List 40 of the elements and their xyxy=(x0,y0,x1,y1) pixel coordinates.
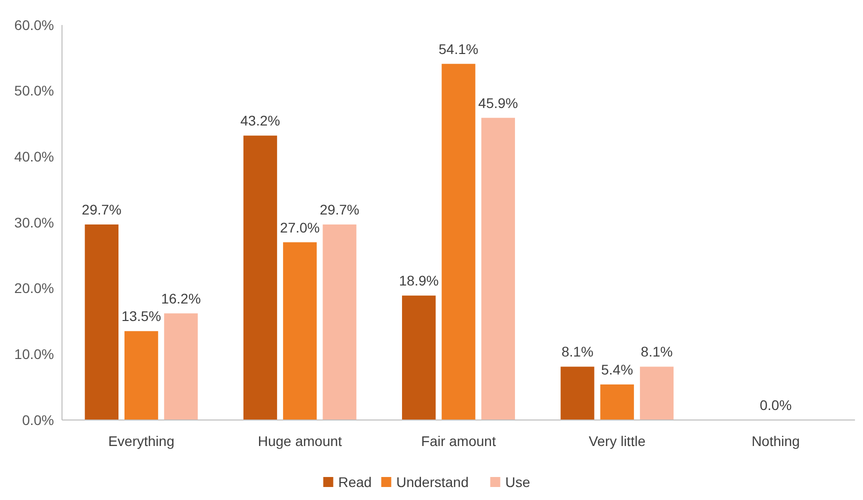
data-label: 16.2% xyxy=(161,290,201,306)
data-label: 29.7% xyxy=(82,201,122,218)
bar xyxy=(283,242,317,420)
bar xyxy=(442,64,476,420)
x-tick-label: Very little xyxy=(588,433,646,449)
bar xyxy=(243,136,278,420)
data-label: 8.1% xyxy=(640,344,673,360)
data-label: 45.9% xyxy=(478,94,518,111)
bar xyxy=(124,331,158,420)
data-label: 54.1% xyxy=(438,40,478,57)
y-tick-label: 0.0% xyxy=(22,412,54,428)
x-tick-label: Everything xyxy=(108,433,174,449)
bar xyxy=(481,118,515,420)
data-label: 13.5% xyxy=(121,308,162,324)
bar xyxy=(402,296,436,420)
bar xyxy=(164,313,198,420)
x-tick-label: Huge amount xyxy=(258,433,342,449)
y-tick-label: 30.0% xyxy=(14,214,54,230)
y-tick-label: 20.0% xyxy=(14,280,54,296)
legend-label: Understand xyxy=(396,474,469,490)
y-tick-label: 10.0% xyxy=(14,346,54,362)
bar xyxy=(322,224,356,420)
legend-label: Read xyxy=(338,474,372,490)
data-label: 5.4% xyxy=(601,361,634,378)
data-label: 8.1% xyxy=(561,344,594,360)
bar xyxy=(600,384,634,420)
legend-label: Use xyxy=(505,474,530,490)
bar xyxy=(640,366,674,420)
x-tick-label: Nothing xyxy=(752,433,800,449)
y-tick-label: 50.0% xyxy=(14,82,54,99)
data-label: 0.0% xyxy=(760,397,792,413)
x-tick-label: Fair amount xyxy=(421,433,496,449)
bar xyxy=(84,224,118,420)
data-label: 27.0% xyxy=(280,219,320,236)
y-tick-label: 60.0% xyxy=(14,16,54,33)
y-tick-label: 40.0% xyxy=(14,148,54,165)
data-label: 18.9% xyxy=(399,272,439,289)
bar xyxy=(560,366,594,420)
data-label: 29.7% xyxy=(320,201,360,218)
data-label: 43.2% xyxy=(240,112,280,129)
